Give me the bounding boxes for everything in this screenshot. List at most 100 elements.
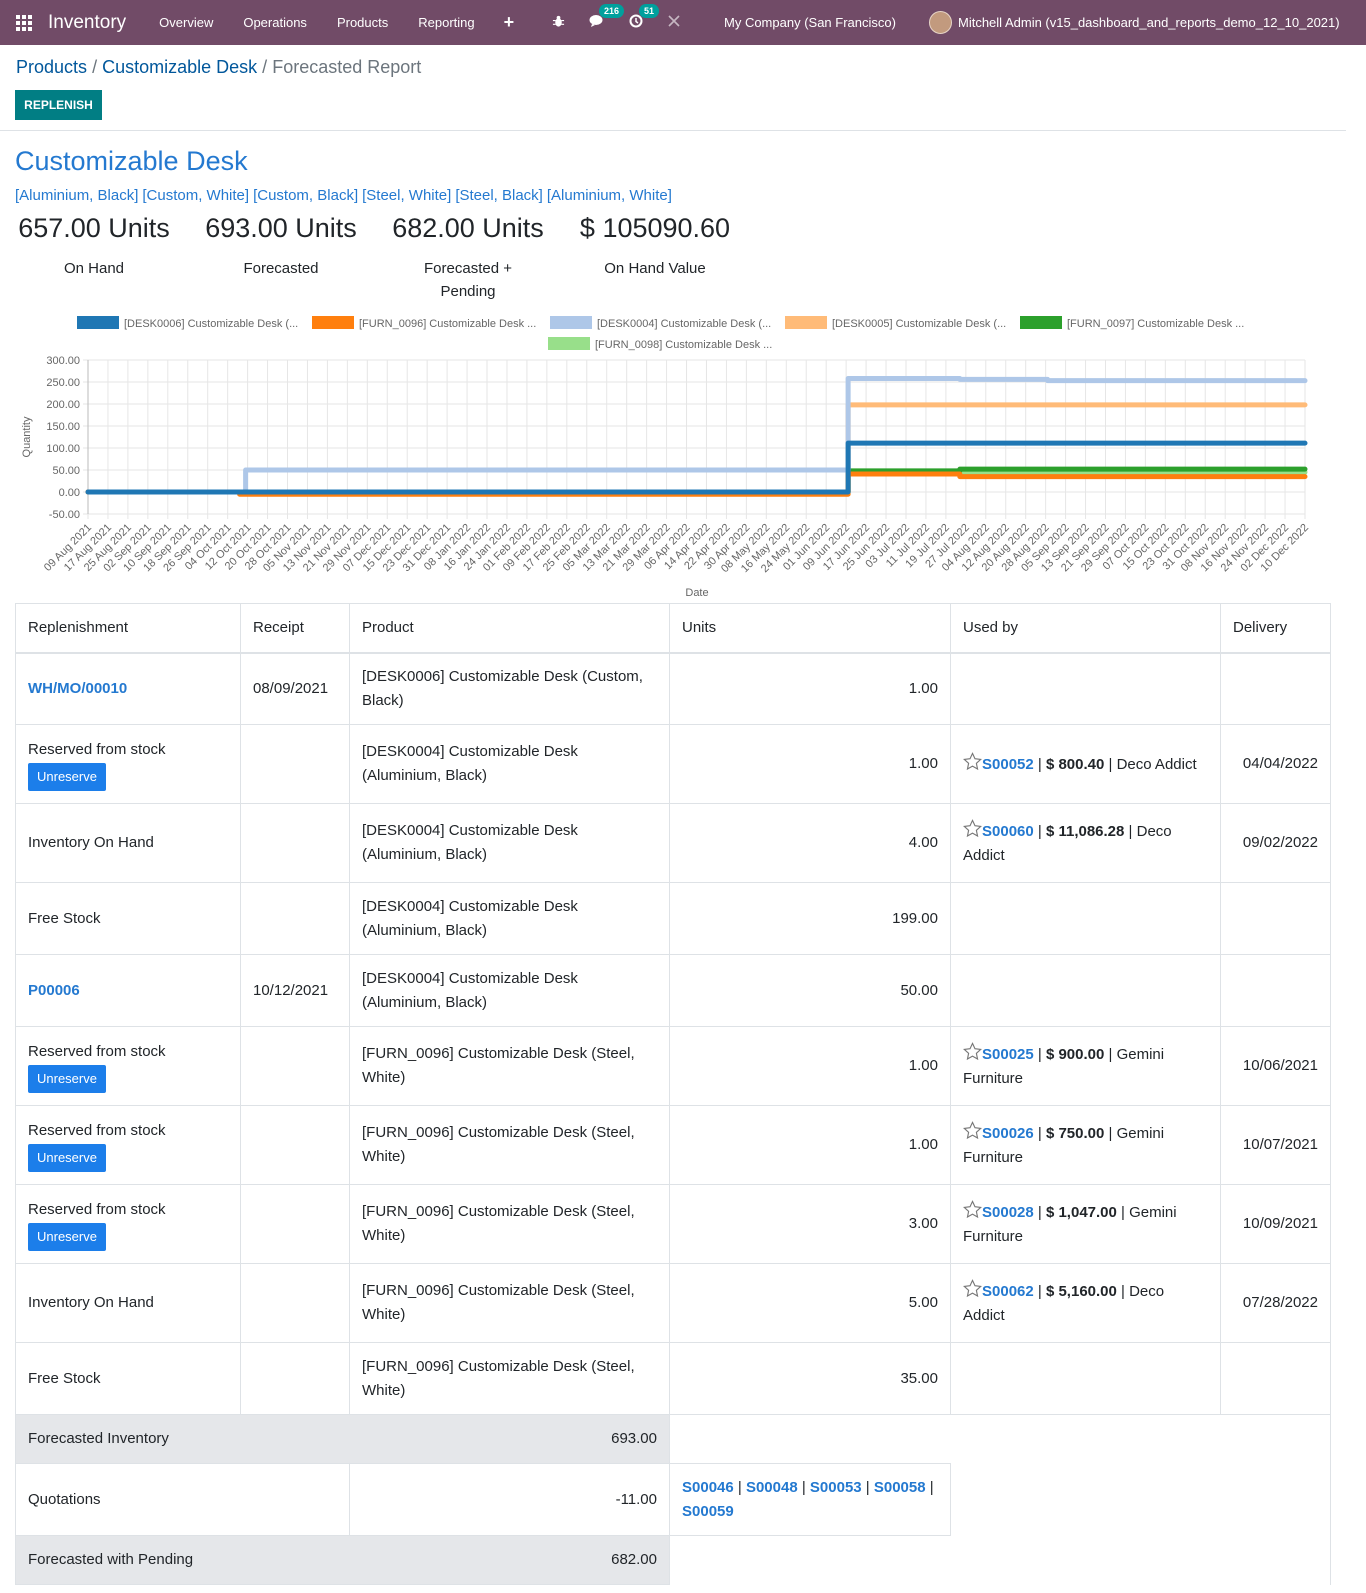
sale-order-link[interactable]: S00025 [982,1045,1034,1063]
quotation-link[interactable]: S00046 [682,1478,734,1496]
breadcrumb-separator: / [262,57,268,77]
product-cell: [FURN_0096] Customizable Desk (Steel, Wh… [349,1263,670,1343]
replenishment-label: Free Stock [28,909,101,927]
app-name[interactable]: Inventory [48,11,127,33]
sale-order-link[interactable]: S00028 [982,1203,1034,1221]
table-row: Reserved from stock Unreserve [FURN_0096] … [15,1105,1331,1185]
product-title[interactable]: Customizable Desk [15,146,248,176]
variant-link[interactable]: [Aluminium, Black] [15,187,139,204]
unreserve-button[interactable]: Unreserve [28,1064,106,1093]
delivery-cell: 04/04/2022 [1220,724,1331,804]
units-cell: 50.00 [669,954,951,1027]
units-cell: 3.00 [669,1184,951,1264]
forecast-table: Replenishment Receipt Product Units Used… [15,603,1331,1585]
quotation-link[interactable]: S00048 [745,1478,798,1496]
used-by-cell: S00060 | $ 11,086.28 | Deco Addict [950,803,1221,883]
menu-operations[interactable]: Operations [243,15,307,30]
variant-link[interactable]: [Aluminium, White] [546,187,672,204]
delivery-cell: 10/06/2021 [1220,1026,1331,1106]
replenishment-cell: P00006 [15,954,241,1027]
kpi-forecasted-pending: 682.00 Units Forecasted + Pending [389,213,547,303]
receipt-cell [240,1184,350,1264]
star-icon[interactable] [963,1199,982,1221]
replenishment-cell: Reserved from stock Unreserve [15,1105,241,1185]
product-cell: [FURN_0096] Customizable Desk (Steel, Wh… [349,1184,670,1264]
sale-order-link[interactable]: S00060 [982,822,1034,840]
variant-link[interactable]: [Steel, White] [362,187,452,204]
sale-order-amount: $ 800.40 [1045,755,1105,773]
legend-entry: [FURN_0098] Customizable Desk ... [595,339,772,351]
forecasted-inventory-text: Forecasted Inventory [28,1430,169,1447]
delivery-cell: 10/09/2021 [1220,1184,1331,1264]
bug-icon[interactable] [552,15,565,31]
sale-order-link[interactable]: S00026 [982,1124,1034,1142]
kpi-label: Forecasted [243,260,319,277]
delivery-cell: 07/28/2022 [1220,1263,1331,1343]
table-row: Free Stock [DESK0004] Customizable Desk (… [15,882,1331,955]
legend-entry: [DESK0006] Customizable Desk (... [124,318,298,330]
product-cell: [FURN_0096] Customizable Desk (Steel, Wh… [349,1342,670,1415]
top-navbar: Inventory Overview Operations Products R… [0,0,1366,45]
divider [0,130,1346,131]
sale-order-link[interactable]: S00062 [982,1282,1034,1300]
unreserve-button[interactable]: Unreserve [28,762,106,791]
receipt-cell [240,1105,350,1185]
add-menu-icon[interactable]: + [503,12,515,32]
receipt-cell [240,803,350,883]
star-icon[interactable] [963,1041,982,1063]
replenishment-cell: Reserved from stock Unreserve [15,1184,241,1264]
quotations-label: Quotations [15,1463,350,1536]
breadcrumb-products[interactable]: Products [16,57,88,77]
messages-count-badge: 216 [599,4,625,18]
messages-icon[interactable]: 216 [589,4,625,31]
activities-icon[interactable]: 51 [629,4,660,31]
empty-cell [669,1414,1331,1464]
legend-swatch [550,316,592,329]
quotation-link[interactable]: S00058 [873,1478,926,1496]
menu-overview[interactable]: Overview [159,15,214,30]
menu-reporting[interactable]: Reporting [418,15,475,30]
delivery-cell: 09/02/2022 [1220,803,1331,883]
variant-link[interactable]: [Custom, White] [142,187,250,204]
sale-order-amount: $ 5,160.00 [1045,1282,1117,1300]
company-switcher[interactable]: My Company (San Francisco) [724,15,896,30]
receipt-cell: 10/12/2021 [240,954,350,1027]
replenishment-link[interactable]: P00006 [28,981,80,999]
col-replenishment: Replenishment [15,603,241,654]
legend-swatch [312,316,354,329]
variant-link[interactable]: [Custom, Black] [253,187,359,204]
variant-link[interactable]: [Steel, Black] [455,187,543,204]
user-avatar[interactable] [929,11,952,34]
legend-swatch [548,337,590,350]
forecasted-inventory-row: Forecasted Inventory 693.00 [15,1414,1331,1464]
table-row: Inventory On Hand [DESK0004] Customizable… [15,803,1331,883]
breadcrumb-product[interactable]: Customizable Desk [102,57,258,77]
sale-order-partner: Gemini Furniture [963,1045,1165,1087]
breadcrumb-separator: / [92,57,98,77]
star-icon[interactable] [963,1278,982,1300]
sale-order-partner: Gemini Furniture [963,1203,1177,1245]
quotations-value: -11.00 [349,1463,670,1536]
quotation-link[interactable]: S00053 [809,1478,862,1496]
units-cell: 1.00 [669,724,951,804]
unreserve-button[interactable]: Unreserve [28,1143,106,1172]
star-icon[interactable] [963,751,982,773]
unreserve-button[interactable]: Unreserve [28,1222,106,1251]
receipt-cell [240,882,350,955]
quotation-link[interactable]: S00059 [682,1502,734,1520]
sale-order-link[interactable]: S00052 [982,755,1034,773]
quotations-row: Quotations -11.00 S00046 | S00048 | S000… [15,1463,1331,1536]
used-by-cell [950,652,1221,725]
menu-products[interactable]: Products [336,15,389,30]
used-by-cell: S00062 | $ 5,160.00 | Deco Addict [950,1263,1221,1343]
breadcrumb-current: Forecasted Report [272,57,422,77]
star-icon[interactable] [963,818,982,840]
user-menu[interactable]: Mitchell Admin (v15_dashboard_and_report… [958,15,1340,30]
star-icon[interactable] [963,1120,982,1142]
replenishment-link[interactable]: WH/MO/00010 [28,679,128,697]
apps-menu-icon[interactable] [16,14,32,31]
systray: 216 51 [552,0,705,45]
replenish-button[interactable]: REPLENISH [15,90,102,120]
link-separator: | [733,1478,746,1496]
tools-icon[interactable] [667,14,681,31]
